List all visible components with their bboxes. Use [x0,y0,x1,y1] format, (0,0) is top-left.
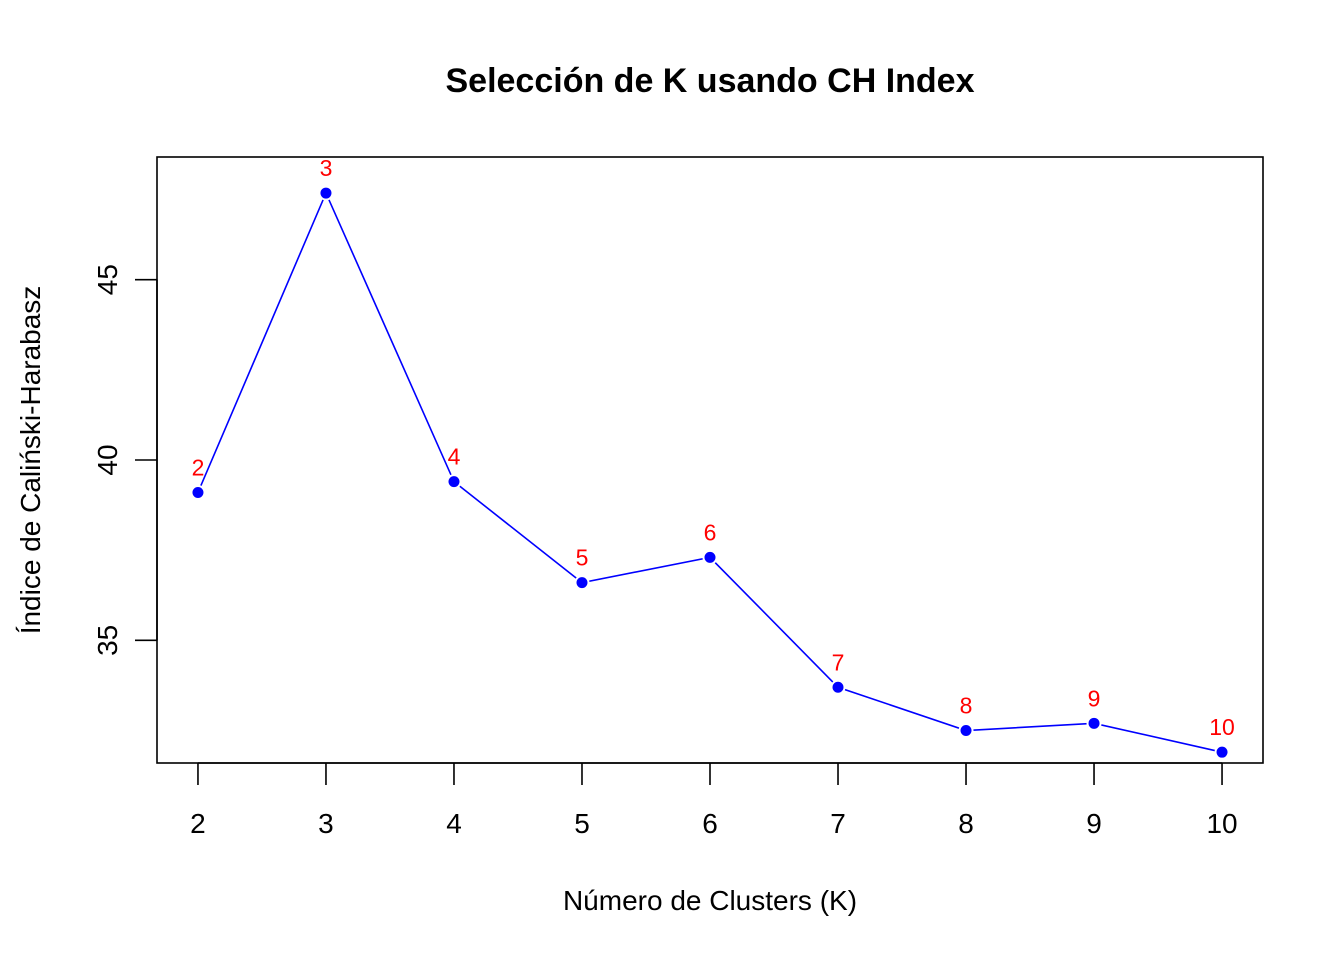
data-point-label: 7 [832,649,845,675]
data-point [830,679,846,695]
series-line [197,191,1223,753]
data-point-label: 10 [1209,714,1235,740]
data-point [702,549,718,565]
data-point [958,723,974,739]
x-tick-label: 10 [1206,808,1237,839]
series-ch-index: 2 3 4 5 6 7 8 9 10 [190,155,1235,760]
y-tick-label: 40 [92,444,123,475]
x-axis-label: Número de Clusters (K) [563,885,857,916]
x-tick-label: 8 [958,808,974,839]
data-point [446,474,462,490]
data-point [1214,744,1230,760]
y-tick-label: 35 [92,625,123,656]
data-point-label: 5 [576,545,589,571]
data-point [574,575,590,591]
x-axis: 2 3 4 5 6 7 8 9 10 [190,762,1238,839]
x-tick-label: 6 [702,808,718,839]
y-tick-label: 45 [92,264,123,295]
x-tick-label: 3 [318,808,334,839]
y-axis-label: Índice de Caliński-Harabasz [15,286,46,635]
data-point-label: 3 [320,155,333,181]
data-point [1086,715,1102,731]
data-point-label: 4 [448,444,461,470]
x-tick-label: 5 [574,808,590,839]
chart-title: Selección de K usando CH Index [445,62,974,100]
data-point-label: 6 [704,519,717,545]
x-tick-label: 9 [1086,808,1102,839]
x-tick-label: 2 [190,808,206,839]
data-point [190,484,206,500]
x-tick-label: 7 [830,808,846,839]
plot-frame [156,156,1264,764]
data-point-label: 8 [960,693,973,719]
y-axis: 35 40 45 [92,264,158,656]
data-point-label: 2 [192,454,205,480]
data-point [318,185,334,201]
x-tick-label: 4 [446,808,462,839]
data-point-label: 9 [1088,685,1101,711]
